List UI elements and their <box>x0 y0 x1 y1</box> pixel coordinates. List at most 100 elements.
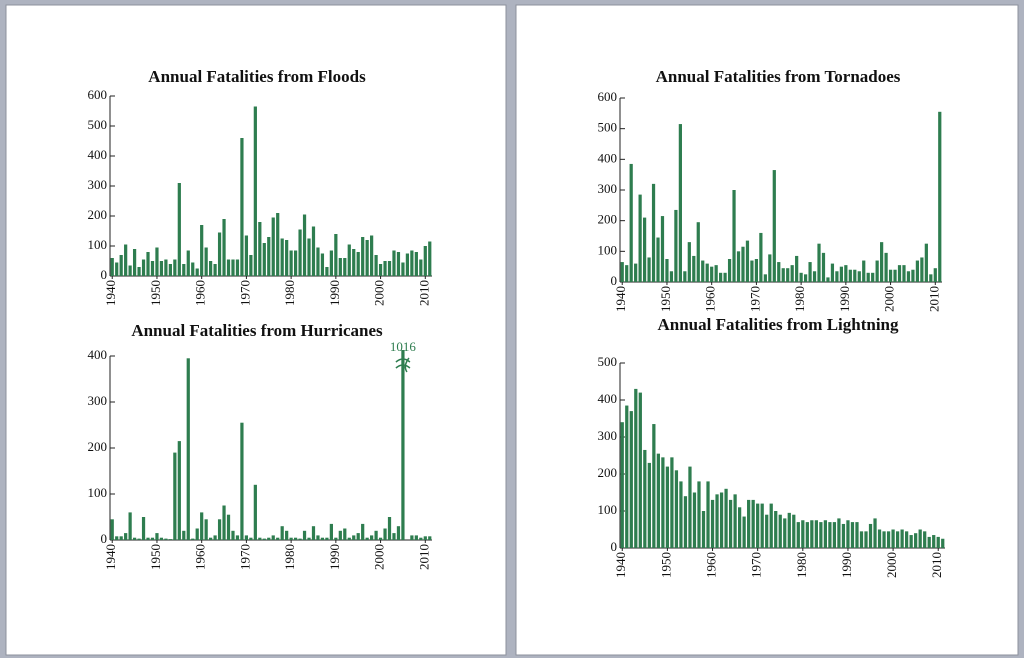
bar <box>423 536 427 540</box>
bar <box>880 242 884 282</box>
bar <box>370 535 374 540</box>
bar <box>150 537 155 540</box>
x-tick-label: 1980 <box>282 544 297 570</box>
bar <box>293 537 298 540</box>
bar <box>803 274 808 282</box>
y-tick-label: 300 <box>598 181 618 196</box>
bar <box>186 250 190 276</box>
bar <box>325 267 329 276</box>
y-tick-label: 100 <box>88 237 108 252</box>
bar <box>927 536 931 548</box>
bar <box>763 274 767 282</box>
bar <box>168 539 172 540</box>
bar <box>410 535 414 540</box>
bar <box>777 262 781 282</box>
y-tick-label: 200 <box>598 465 618 480</box>
x-tick-label: 2010 <box>416 544 431 570</box>
x-tick-label: 1970 <box>237 280 252 306</box>
bar <box>155 533 159 540</box>
bar <box>311 226 316 276</box>
bar <box>810 520 814 548</box>
bar <box>231 530 235 540</box>
bar <box>244 235 249 276</box>
bar <box>625 265 629 282</box>
bar <box>697 481 701 548</box>
bar <box>756 503 760 548</box>
bar <box>920 257 924 282</box>
bar <box>759 232 763 282</box>
bar <box>696 222 700 282</box>
bar <box>651 183 656 282</box>
bar <box>338 258 342 276</box>
bar <box>692 255 696 282</box>
bar <box>714 265 718 282</box>
bar <box>352 535 356 540</box>
bar <box>365 537 369 540</box>
bar <box>119 536 123 540</box>
y-tick-label: 0 <box>611 539 618 554</box>
bar <box>262 243 266 276</box>
bar <box>191 262 195 276</box>
bar <box>320 537 325 540</box>
bar <box>387 261 392 276</box>
bar <box>249 255 253 276</box>
bar <box>159 261 164 276</box>
y-tick-label: 0 <box>101 267 108 282</box>
bar <box>888 269 893 282</box>
chart-title: Annual Fatalities from Tornadoes <box>656 67 901 86</box>
axis-break <box>395 357 411 373</box>
chart-title: Annual Fatalities from Floods <box>148 67 366 86</box>
bar <box>226 259 231 276</box>
bar <box>289 537 293 540</box>
bar <box>634 263 638 282</box>
bar <box>271 535 275 540</box>
bar <box>374 255 378 276</box>
bar <box>374 530 378 540</box>
bar <box>378 264 383 276</box>
bar <box>209 261 213 276</box>
bar <box>329 523 333 540</box>
bar <box>307 238 311 276</box>
bar <box>267 237 271 276</box>
bar <box>727 259 732 282</box>
x-tick-label: 2010 <box>416 280 431 306</box>
bar <box>244 535 249 540</box>
bar <box>226 514 231 540</box>
bar <box>334 537 338 540</box>
bar <box>177 441 181 540</box>
bar <box>428 241 432 276</box>
bar <box>864 531 868 548</box>
bar <box>936 536 940 548</box>
bar <box>679 481 683 548</box>
bar <box>877 529 882 548</box>
x-tick-label: 1960 <box>704 552 719 578</box>
bar <box>638 392 642 548</box>
bar <box>352 249 356 276</box>
bar <box>378 537 383 540</box>
bar <box>841 523 846 548</box>
bar <box>900 529 904 548</box>
bar <box>642 217 647 282</box>
bar <box>674 209 678 282</box>
bar <box>801 520 805 548</box>
bar <box>302 214 307 276</box>
bar <box>620 422 624 548</box>
bar <box>240 422 244 540</box>
bar <box>918 529 922 548</box>
bar <box>414 252 418 276</box>
bar <box>909 535 913 548</box>
bar <box>276 213 280 276</box>
bar <box>741 246 745 282</box>
bar <box>137 538 141 540</box>
bar <box>146 252 150 276</box>
x-tick-label: 1940 <box>103 280 118 306</box>
y-tick-label: 200 <box>88 207 108 222</box>
bar <box>760 503 764 548</box>
bar <box>660 216 665 282</box>
bar <box>356 533 360 540</box>
bar <box>124 533 128 540</box>
bar <box>783 518 787 548</box>
bar <box>137 267 141 276</box>
bar <box>736 251 741 282</box>
y-tick-label: 500 <box>88 117 108 132</box>
